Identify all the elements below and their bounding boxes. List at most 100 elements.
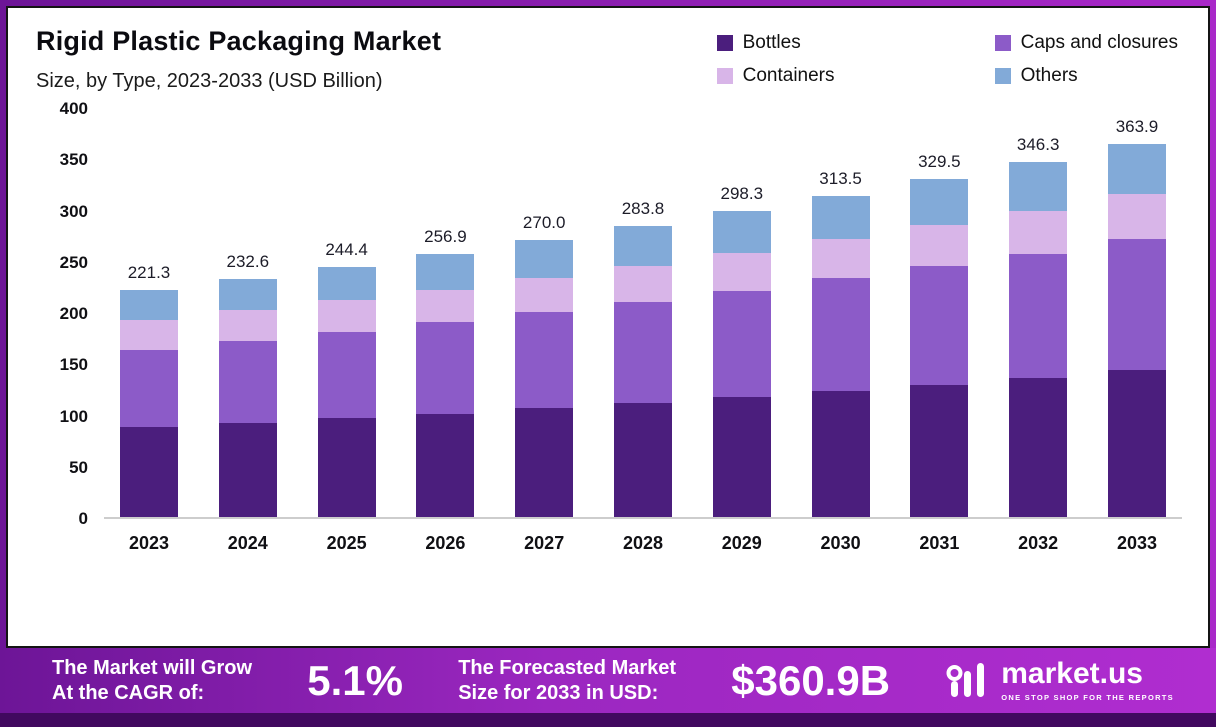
bar-column: 244.4 [317,240,376,517]
cagr-label-line1: The Market will Grow [52,657,253,680]
bar-total-label: 298.3 [720,184,764,204]
plot-area: 221.3 232.6 244.4 256.9 270.0 283.8 298.3 313.5… [104,109,1182,519]
y-tick-label: 200 [59,304,88,323]
x-axis-label: 2032 [1018,533,1059,553]
bar-segment-containers [120,320,178,350]
x-axis-label: 2030 [820,533,861,553]
bar-segment-containers [416,289,475,323]
bar-segment-others [416,253,475,290]
legend-swatch [716,68,733,84]
logo-name: market.us [1001,657,1143,690]
bar-segment-containers [1107,194,1166,240]
y-axis: 0 50 100 150 200 250 300 350 400 [26,99,88,528]
bar-segment-bottles [416,413,475,517]
bar-segment-bottles [811,390,870,517]
legend-swatch [716,35,733,51]
bar-segment-others [317,266,376,300]
x-axis-label: 2033 [1116,533,1157,553]
bar-column: 346.3 [1009,135,1068,517]
bar-column: 313.5 [811,169,870,517]
bar-segment-containers [910,224,969,266]
cagr-label-line2: At the CAGR of: [52,681,205,704]
bar-segment-bottles [613,403,672,517]
bar-segment-containers [613,265,672,302]
forecast-label-line2: Size for 2033 in USD: [458,681,659,704]
legend: Bottles Caps and closures Containers Others [716,32,1178,87]
bar-total-label: 346.3 [1016,135,1060,155]
bar-segment-others [712,211,771,253]
bar-total-label: 329.5 [918,152,961,172]
legend-label: Others [1020,65,1078,86]
bar-segment-caps-and-closures [712,290,771,398]
stacked-bar-chart: 0 50 100 150 200 250 300 350 400 221.3 232.6 244.4… [26,99,1182,554]
bar-segment-others [910,179,969,225]
bar-column: 232.6 [218,251,277,517]
bar-segment-bottles [910,384,969,517]
x-axis-label: 2031 [919,533,960,553]
logo-tagline: ONE STOP SHOP FOR THE REPORTS [1001,693,1174,702]
y-tick-label: 300 [59,201,88,221]
x-axis-label: 2027 [524,533,565,553]
legend-swatch [994,35,1011,51]
bar-total-label: 363.9 [1115,117,1159,137]
market-us-logo-icon [946,662,985,697]
y-tick-label: 400 [59,99,88,118]
page-title: Rigid Plastic Packaging Market [36,26,442,56]
forecast-label: The Forecasted Market Size for 2033 in U… [458,656,676,705]
bar-segment-caps-and-closures [515,312,574,409]
footer-banner: The Market will Grow At the CAGR of: 5.1… [0,648,1216,713]
bar-segment-containers [317,299,376,332]
bar-segment-containers [1009,210,1068,254]
forecast-label-line1: The Forecasted Market [458,657,677,680]
bar-column: 298.3 [712,184,771,517]
x-axis-label: 2028 [622,533,663,553]
bar-column: 256.9 [416,227,475,517]
logo-text-block: market.us ONE STOP SHOP FOR THE REPORTS [1001,657,1174,703]
y-tick-label: 150 [59,355,88,375]
legend-label: Containers [742,65,835,86]
page-subtitle: Size, by Type, 2023-2033 (USD Billion) [36,70,383,92]
bar-segment-others [811,195,870,240]
cagr-label: The Market will Grow At the CAGR of: [52,656,252,705]
y-tick-label: 0 [78,509,88,528]
bar-column: 270.0 [515,213,574,517]
legend-item-caps-and-closures: Caps and closures [994,32,1178,54]
bar-column: 221.3 [120,263,178,517]
legend-label: Bottles [742,32,801,53]
x-axis-label: 2023 [128,533,170,553]
bar-segment-caps-and-closures [218,340,277,423]
bar-segment-containers [218,310,277,341]
y-tick-label: 100 [59,406,88,426]
legend-label: Caps and closures [1020,32,1178,53]
bar-segment-caps-and-closures [1009,253,1068,378]
bar-segment-bottles [1107,370,1166,517]
bar-segment-containers [712,252,771,291]
bar-segment-bottles [712,397,771,517]
market-us-logo: market.us ONE STOP SHOP FOR THE REPORTS [945,659,1174,702]
bar-segment-others [515,240,574,279]
bar-segment-caps-and-closures [613,301,672,404]
bar-segment-containers [811,239,870,279]
bottom-strip [0,713,1216,727]
bar-column: 329.5 [910,152,969,517]
x-axis: 2023 2024 2025 2026 2027 2028 2029 2030 2031 2032… [104,533,1182,554]
bar-segment-caps-and-closures [1107,239,1166,371]
chart-card: Rigid Plastic Packaging Market Size, by … [6,6,1210,648]
bar-segment-caps-and-closures [120,349,178,427]
cagr-value: 5.1% [307,656,403,704]
legend-swatch [994,68,1011,84]
bar-segment-bottles [1009,377,1068,517]
bar-segment-caps-and-closures [811,278,870,391]
bar-segment-containers [515,278,574,313]
bar-column: 363.9 [1107,117,1166,517]
bar-segment-others [218,278,277,311]
bar-column: 283.8 [613,199,672,517]
chart-header: Rigid Plastic Packaging Market Size, by … [26,26,1182,93]
bar-segment-others [1107,144,1166,195]
bar-total-label: 283.8 [621,199,665,219]
bar-segment-caps-and-closures [416,322,475,414]
bar-total-label: 232.6 [226,251,270,271]
bar-segment-bottles [120,426,178,517]
bar-segment-others [1009,162,1068,211]
bar-segment-others [120,290,178,321]
